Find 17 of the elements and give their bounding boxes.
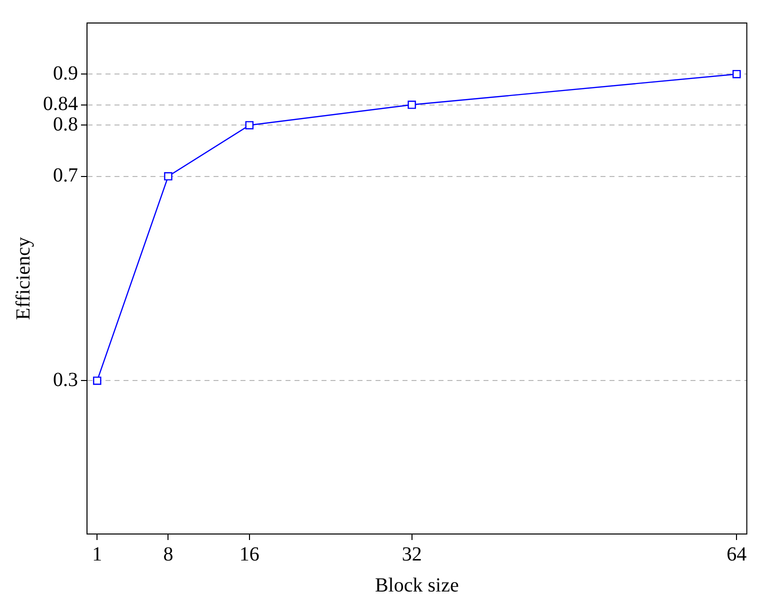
point	[408, 100, 416, 109]
point	[245, 121, 254, 130]
x-tick-label: 16	[239, 543, 260, 566]
y-tick-label: 0.8	[53, 113, 78, 136]
y-tick-label: 0.9	[53, 62, 78, 84]
y-tick-label: 0.3	[53, 368, 78, 391]
y-tick-label: 0.84	[43, 93, 78, 116]
point	[93, 376, 102, 385]
y-axis-title: Efficiency	[12, 237, 34, 320]
x-tick-label: 8	[163, 543, 174, 566]
point	[732, 70, 741, 78]
x-tick-label: 64	[726, 543, 747, 566]
x-axis-title: Block size	[374, 574, 459, 596]
x-tick-label: 32	[402, 543, 422, 566]
point	[164, 172, 172, 180]
x-tick-label: 1	[92, 543, 102, 566]
y-tick-label: 0.7	[53, 164, 78, 187]
